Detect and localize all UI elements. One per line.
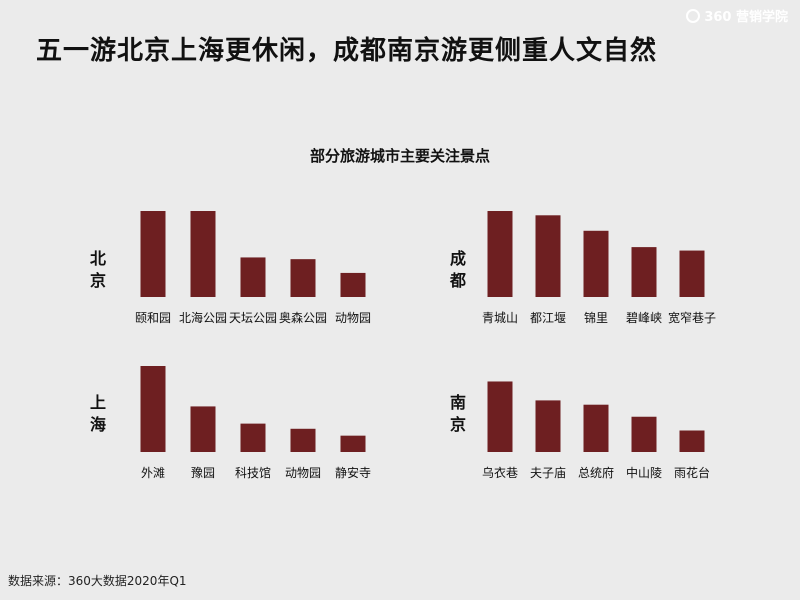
bar-成都-4 xyxy=(679,250,705,297)
category-label: 动物园 xyxy=(335,311,371,325)
bar-上海-0 xyxy=(140,366,166,452)
bar-上海-3 xyxy=(290,428,316,452)
bar-chart-beijing: 颐和园 北海公园 天坛公园 奥森公园 动物园 xyxy=(135,211,371,325)
logo-text: 360 营销学院 xyxy=(704,10,788,25)
city-label-beijing: 北京 xyxy=(89,249,106,290)
category-label: 碧峰峡 xyxy=(626,311,662,325)
category-label: 夫子庙 xyxy=(530,466,566,480)
category-label: 总统府 xyxy=(578,465,614,480)
category-label: 动物园 xyxy=(285,466,321,480)
bar-南京-3 xyxy=(631,416,657,452)
bar-北京-4 xyxy=(340,272,366,297)
bar-成都-3 xyxy=(631,247,657,297)
data-source-note: 数据来源：360大数据2020年Q1 xyxy=(8,574,187,588)
bar-chart-chengdu: 青城山 都江堰 锦里 碧峰峡 宽窄巷子 xyxy=(482,211,716,325)
bar-北京-2 xyxy=(240,257,266,297)
bar-成都-2 xyxy=(583,230,609,297)
chart-panel-nanjing: 南京 乌衣巷 夫子庙 总统府 中山陵 雨花台 xyxy=(400,352,800,502)
city-label-nanjing: 南京 xyxy=(449,393,466,434)
category-label: 豫园 xyxy=(191,466,215,480)
bar-南京-1 xyxy=(535,400,561,452)
category-label: 外滩 xyxy=(141,466,165,480)
bar-上海-2 xyxy=(240,423,266,452)
category-label: 宽窄巷子 xyxy=(668,310,716,325)
bar-南京-2 xyxy=(583,404,609,452)
category-label: 青城山 xyxy=(482,311,518,325)
chart-panel-chengdu: 成都 青城山 都江堰 锦里 碧峰峡 宽窄巷子 xyxy=(400,200,800,350)
category-label: 雨花台 xyxy=(674,465,710,480)
chart-panel-beijing: 北京 颐和园 北海公园 天坛公园 奥森公园 动物园 xyxy=(0,200,400,350)
bar-chart-shanghai: 外滩 豫园 科技馆 动物园 静安寺 xyxy=(140,366,371,480)
category-label: 奥森公园 xyxy=(279,310,327,325)
bar-北京-3 xyxy=(290,259,316,297)
category-label: 静安寺 xyxy=(335,465,371,480)
bar-上海-1 xyxy=(190,406,216,452)
category-label: 北海公园 xyxy=(179,310,227,325)
bar-南京-4 xyxy=(679,430,705,452)
bar-北京-1 xyxy=(190,211,216,297)
page-title: 五一游北京上海更休闲，成都南京游更侧重人文自然 xyxy=(36,36,658,66)
chart-panel-shanghai: 上海 外滩 豫园 科技馆 动物园 静安寺 xyxy=(0,352,400,502)
category-label: 锦里 xyxy=(584,311,608,325)
bar-上海-4 xyxy=(340,435,366,452)
chart-subtitle: 部分旅游城市主要关注景点 xyxy=(309,147,490,165)
bar-成都-0 xyxy=(487,211,513,297)
bar-chart-nanjing: 乌衣巷 夫子庙 总统府 中山陵 雨花台 xyxy=(482,381,710,480)
bar-南京-0 xyxy=(487,381,513,452)
category-label: 乌衣巷 xyxy=(482,465,518,480)
bar-成都-1 xyxy=(535,215,561,297)
city-label-shanghai: 上海 xyxy=(89,393,106,434)
category-label: 中山陵 xyxy=(626,465,662,480)
category-label: 都江堰 xyxy=(530,311,566,325)
category-label: 天坛公园 xyxy=(229,311,277,325)
brand-logo: 360 营销学院 xyxy=(686,6,788,25)
logo-icon xyxy=(686,8,701,23)
category-label: 科技馆 xyxy=(235,465,271,480)
category-label: 颐和园 xyxy=(135,311,171,325)
city-label-chengdu: 成都 xyxy=(449,249,466,290)
bar-北京-0 xyxy=(140,211,166,297)
